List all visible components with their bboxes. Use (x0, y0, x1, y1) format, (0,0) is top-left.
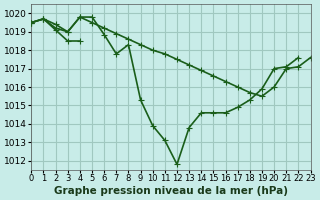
X-axis label: Graphe pression niveau de la mer (hPa): Graphe pression niveau de la mer (hPa) (54, 186, 288, 196)
